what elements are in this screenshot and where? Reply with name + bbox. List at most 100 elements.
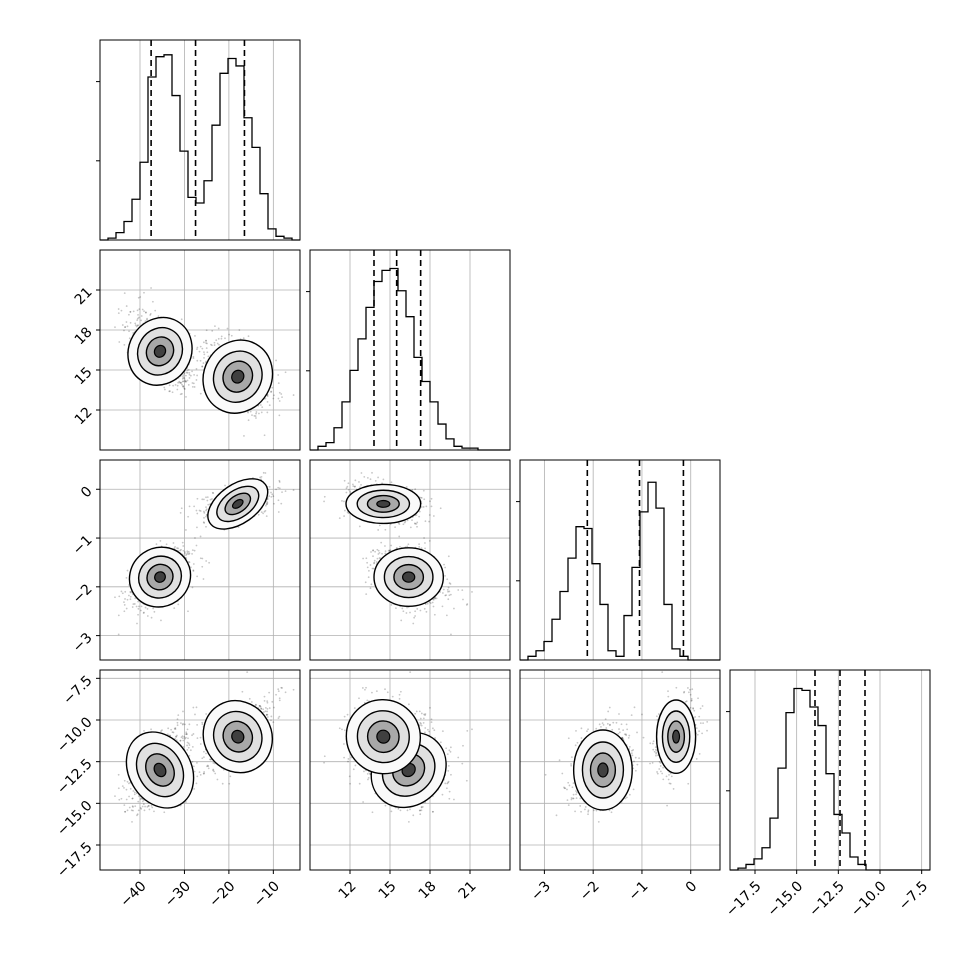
scatter-point xyxy=(186,741,189,744)
scatter-point xyxy=(174,737,176,740)
scatter-point xyxy=(203,351,205,354)
contour-core xyxy=(153,344,167,358)
scatter-point xyxy=(186,551,189,554)
scatter-point xyxy=(132,806,134,808)
scatter-point xyxy=(278,487,281,490)
scatter-point xyxy=(419,496,422,499)
scatter-point xyxy=(375,561,378,563)
scatter-point xyxy=(367,576,370,579)
scatter-point xyxy=(213,341,216,344)
scatter-point xyxy=(136,622,138,625)
scatter-point xyxy=(128,795,130,798)
scatter-point xyxy=(213,344,216,346)
scatter-point xyxy=(144,311,147,314)
scatter-point xyxy=(189,566,192,569)
scatter-point xyxy=(176,718,179,721)
scatter-point xyxy=(182,385,185,387)
density-contours xyxy=(128,546,192,608)
scatter-point xyxy=(423,537,425,539)
scatter-point xyxy=(146,805,149,808)
scatter-point xyxy=(199,392,202,395)
scatter-point xyxy=(201,347,204,350)
scatter-point xyxy=(143,729,145,732)
scatter-point xyxy=(182,722,184,725)
scatter-point xyxy=(192,733,195,735)
scatter-point xyxy=(146,318,148,321)
scatter-point xyxy=(118,341,121,343)
scatter-point xyxy=(374,479,377,482)
scatter-point xyxy=(205,339,207,342)
scatter-point xyxy=(423,607,426,610)
scatter-point xyxy=(160,730,162,733)
scatter-point xyxy=(172,384,175,387)
scatter-point xyxy=(121,592,124,595)
scatter-point xyxy=(446,588,449,591)
scatter-point xyxy=(128,782,130,785)
scatter-point xyxy=(179,382,182,384)
scatter-point xyxy=(402,523,405,526)
panel-frame xyxy=(99,249,301,451)
scatter-point xyxy=(118,595,121,598)
scatter-point xyxy=(139,609,142,612)
scatter-panel-1-0 xyxy=(96,249,301,451)
scatter-point xyxy=(255,417,257,419)
scatter-point xyxy=(271,386,274,389)
scatter-point xyxy=(198,350,201,353)
scatter-point xyxy=(214,325,216,328)
scatter-point xyxy=(292,489,295,492)
scatter-point xyxy=(196,512,199,515)
scatter-point xyxy=(264,472,267,474)
scatter-point xyxy=(186,369,189,372)
scatter-point xyxy=(217,327,220,330)
scatter-point xyxy=(409,526,412,529)
panel-background xyxy=(520,460,720,660)
scatter-point xyxy=(155,543,158,546)
panel-frame xyxy=(99,459,301,661)
scatter-point xyxy=(416,525,418,528)
scatter-point xyxy=(432,598,435,601)
scatter-point xyxy=(192,357,195,360)
scatter-point xyxy=(278,414,281,417)
scatter-point xyxy=(176,384,179,387)
scatter-point xyxy=(372,555,374,558)
scatter-point xyxy=(278,400,281,402)
scatter-point xyxy=(401,607,404,610)
scatter-point xyxy=(377,529,380,531)
scatter-point xyxy=(153,810,155,813)
scatter-point xyxy=(202,362,205,364)
scatter-point xyxy=(196,526,198,529)
scatter-point xyxy=(191,552,193,555)
scatter-point xyxy=(178,380,181,383)
scatter-point xyxy=(136,324,139,327)
scatter-point xyxy=(384,552,387,555)
scatter-point xyxy=(140,319,143,322)
scatter-point xyxy=(205,514,208,516)
scatter-point xyxy=(202,578,205,580)
scatter-point xyxy=(264,504,267,507)
scatter-point xyxy=(224,337,226,340)
scatter-point xyxy=(144,320,147,323)
scatter-point xyxy=(191,385,194,388)
scatter-point xyxy=(152,607,155,610)
scatter-point xyxy=(143,291,145,294)
scatter-point xyxy=(266,411,269,414)
scatter-point xyxy=(168,384,171,387)
scatter-point xyxy=(125,607,128,610)
scatter-point xyxy=(429,500,431,503)
scatter-point xyxy=(194,713,196,716)
scatter-point xyxy=(191,760,194,763)
scatter-point xyxy=(338,517,341,520)
scatter-point xyxy=(123,343,126,346)
scatter-point xyxy=(123,601,125,604)
scatter-point xyxy=(281,491,283,493)
scatter-point xyxy=(205,506,207,509)
scatter-point xyxy=(128,806,131,809)
scatter-point xyxy=(140,605,143,608)
scatter-point xyxy=(181,541,184,544)
scatter-point xyxy=(416,521,419,524)
scatter-point xyxy=(123,804,126,806)
scatter-point xyxy=(411,489,414,491)
scatter-point xyxy=(428,520,431,523)
scatter-point xyxy=(188,561,191,564)
scatter-point xyxy=(187,550,190,553)
